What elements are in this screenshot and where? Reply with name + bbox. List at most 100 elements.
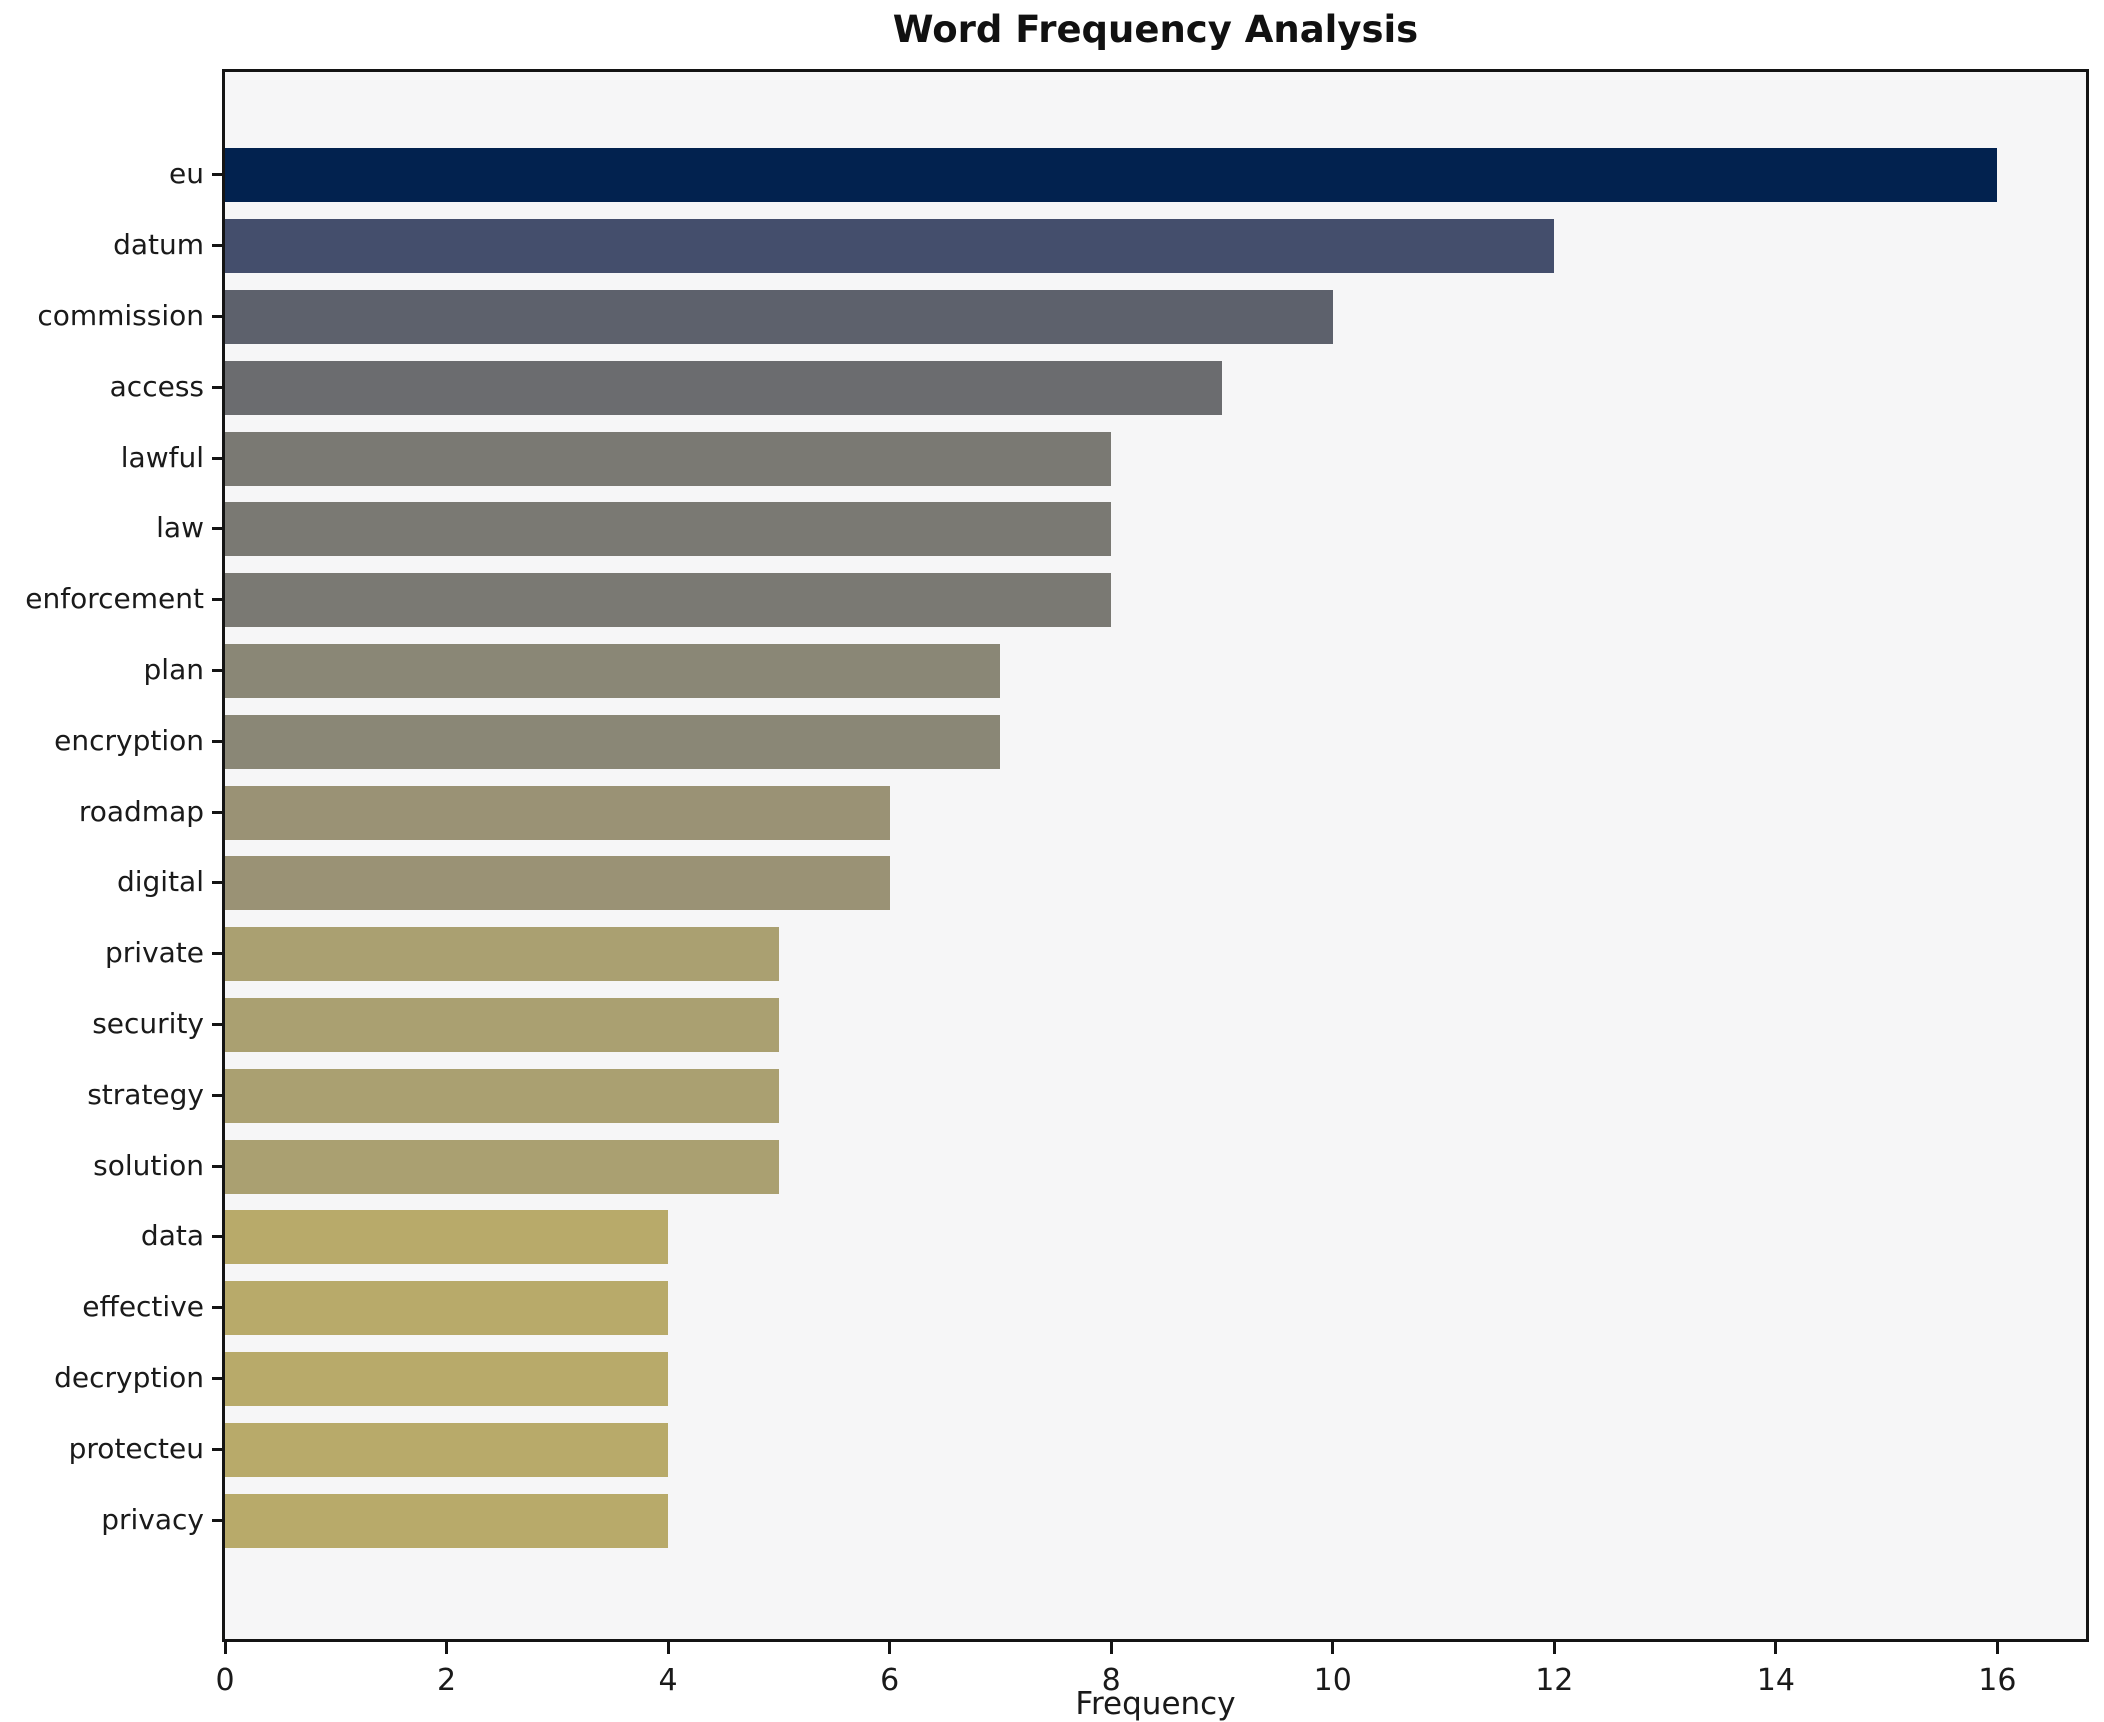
x-axis-tick bbox=[445, 1639, 449, 1654]
y-axis-tick bbox=[212, 881, 222, 885]
y-axis-tick bbox=[212, 952, 222, 956]
bar-row: solution bbox=[93, 1131, 2086, 1202]
y-axis-tick bbox=[212, 668, 222, 672]
x-axis-tick bbox=[1995, 1639, 1999, 1654]
y-axis-tick bbox=[212, 598, 222, 602]
bar-eu bbox=[225, 148, 1998, 203]
y-axis-tick bbox=[212, 314, 222, 318]
y-tick-label: security bbox=[92, 1007, 204, 1041]
y-axis-tick bbox=[212, 1093, 222, 1097]
x-axis-tick bbox=[888, 1639, 892, 1654]
y-tick-label: digital bbox=[116, 865, 204, 899]
bar-row: roadmap bbox=[79, 777, 2086, 848]
y-tick-label: solution bbox=[93, 1148, 204, 1182]
y-axis-tick bbox=[212, 1306, 222, 1310]
bar-encryption bbox=[225, 714, 1001, 769]
chart-title: Word Frequency Analysis bbox=[892, 8, 1419, 51]
y-tick-label: enforcement bbox=[25, 582, 204, 616]
x-tick-label: 8 bbox=[1101, 1663, 1121, 1698]
bar-strategy bbox=[225, 1068, 779, 1123]
bar-data bbox=[225, 1210, 669, 1265]
bar-row: access bbox=[110, 352, 2086, 423]
bar-row: decryption bbox=[54, 1344, 2086, 1415]
x-axis-tick bbox=[1109, 1639, 1113, 1654]
bars-container: eu datum commission access lawful law enforcem… bbox=[25, 72, 2086, 1639]
bar-row: private bbox=[105, 919, 2086, 990]
x-axis-title: Frequency bbox=[1075, 1686, 1236, 1722]
y-tick-label: strategy bbox=[87, 1077, 204, 1111]
y-tick-label: effective bbox=[82, 1290, 204, 1324]
y-axis-tick bbox=[212, 1235, 222, 1239]
x-tick-label: 16 bbox=[1978, 1663, 2017, 1698]
bar-private bbox=[225, 927, 779, 982]
bar-privacy bbox=[225, 1493, 669, 1548]
bar-commission bbox=[225, 289, 1333, 344]
y-axis-tick bbox=[212, 1022, 222, 1026]
y-axis-tick bbox=[212, 1376, 222, 1380]
y-axis-tick bbox=[212, 456, 222, 460]
x-tick-label: 10 bbox=[1313, 1663, 1352, 1698]
y-tick-label: access bbox=[109, 369, 204, 403]
y-axis-tick bbox=[212, 527, 222, 531]
y-tick-label: commission bbox=[37, 299, 204, 333]
y-axis-tick bbox=[212, 810, 222, 814]
x-axis-tick bbox=[1331, 1639, 1335, 1654]
y-axis-tick bbox=[212, 385, 222, 389]
bar-row: lawful bbox=[121, 423, 2086, 494]
y-axis-tick bbox=[212, 1164, 222, 1168]
y-axis-tick bbox=[212, 1518, 222, 1522]
bar-row: enforcement bbox=[25, 565, 2086, 636]
bar-row: datum bbox=[113, 211, 2086, 282]
y-tick-label: privacy bbox=[101, 1502, 204, 1536]
x-axis-tick bbox=[1774, 1639, 1778, 1654]
bar-enforcement bbox=[225, 573, 1112, 628]
bar-row: encryption bbox=[54, 706, 2086, 777]
y-tick-label: roadmap bbox=[78, 794, 204, 828]
y-tick-label: protecteu bbox=[68, 1431, 204, 1465]
y-tick-label: encryption bbox=[54, 723, 204, 757]
y-tick-label: data bbox=[140, 1219, 204, 1253]
y-axis-tick bbox=[212, 1447, 222, 1451]
plot-area: eu datum commission access lawful law enforcem… bbox=[25, 69, 2089, 1642]
bar-roadmap bbox=[225, 785, 890, 840]
y-tick-label: decryption bbox=[54, 1361, 204, 1395]
bar-row: protecteu bbox=[69, 1414, 2086, 1485]
bar-decryption bbox=[225, 1351, 669, 1406]
y-axis-tick bbox=[212, 244, 222, 248]
bar-lawful bbox=[225, 431, 1112, 486]
bar-row: strategy bbox=[87, 1060, 2086, 1131]
x-tick-label: 2 bbox=[437, 1663, 457, 1698]
x-tick-label: 14 bbox=[1756, 1663, 1795, 1698]
y-axis-tick bbox=[212, 739, 222, 743]
bar-row: data bbox=[141, 1202, 2086, 1273]
bar-security bbox=[225, 997, 779, 1052]
y-tick-label: law bbox=[156, 511, 204, 545]
bar-access bbox=[225, 360, 1222, 415]
bar-protecteu bbox=[225, 1422, 669, 1477]
bar-row: digital bbox=[117, 848, 2086, 919]
y-axis-tick bbox=[212, 173, 222, 177]
x-tick-label: 6 bbox=[880, 1663, 900, 1698]
x-tick-label: 0 bbox=[215, 1663, 235, 1698]
bar-row: effective bbox=[82, 1273, 2086, 1344]
y-tick-label: datum bbox=[113, 228, 204, 262]
x-axis-tick bbox=[1552, 1639, 1556, 1654]
bar-row: eu bbox=[169, 140, 2086, 211]
bar-plan bbox=[225, 643, 1001, 698]
y-tick-label: lawful bbox=[120, 440, 204, 474]
bar-datum bbox=[225, 219, 1555, 274]
y-tick-label: eu bbox=[169, 157, 204, 191]
x-axis: 0 2 4 6 8 10 12 14 16 bbox=[215, 1639, 2089, 1709]
bar-effective bbox=[225, 1281, 669, 1336]
bar-row: law bbox=[156, 494, 2086, 565]
bar-law bbox=[225, 502, 1112, 557]
x-axis-tick bbox=[666, 1639, 670, 1654]
bar-row: security bbox=[92, 990, 2086, 1061]
bar-row: plan bbox=[144, 636, 2086, 707]
bar-digital bbox=[225, 856, 890, 911]
x-tick-label: 4 bbox=[658, 1663, 678, 1698]
bar-solution bbox=[225, 1139, 779, 1194]
bar-row: privacy bbox=[101, 1485, 2086, 1556]
y-tick-label: plan bbox=[143, 653, 204, 687]
bar-row: commission bbox=[37, 282, 2086, 353]
